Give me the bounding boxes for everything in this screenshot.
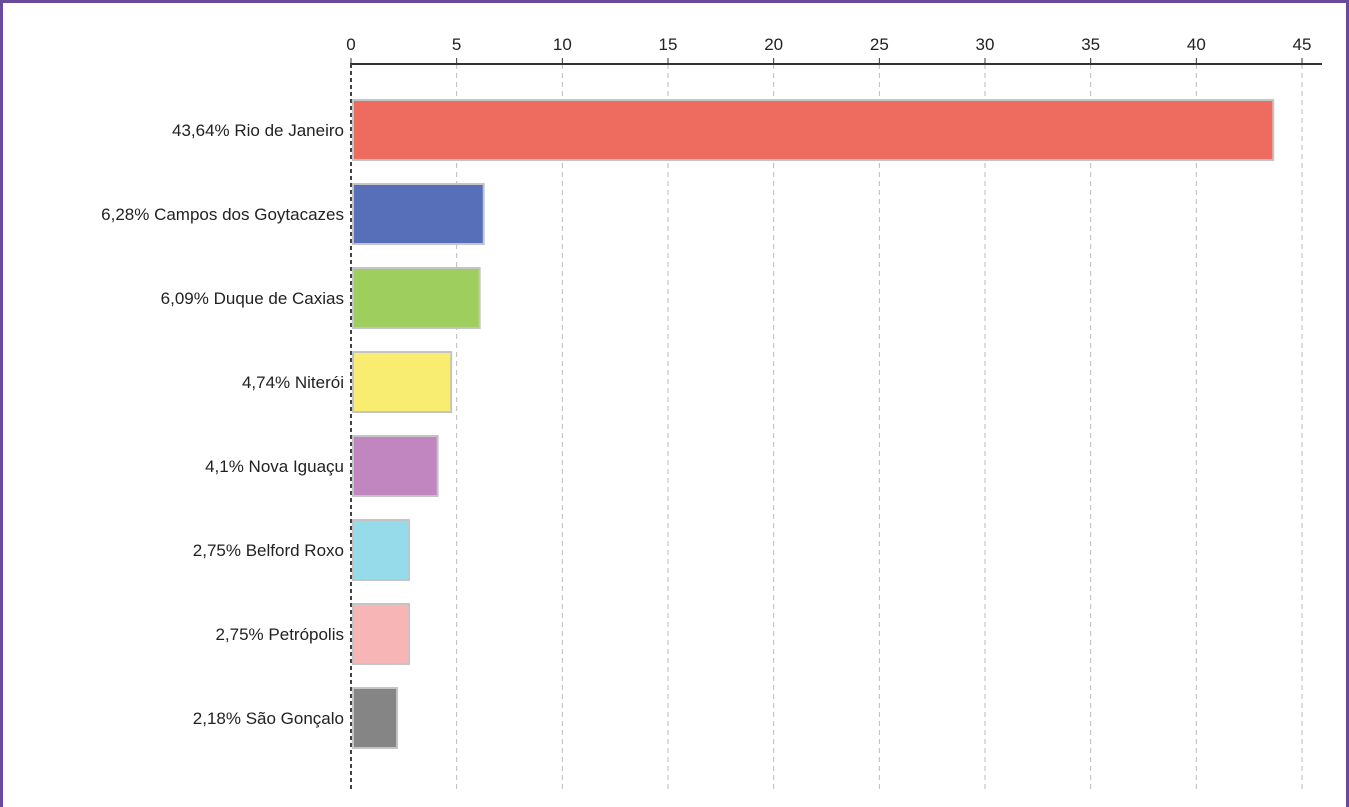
category-labels: 43,64% Rio de Janeiro 6,28% Campos dos Go… [101,121,344,728]
x-tick-label: 30 [976,35,995,54]
category-label: 4,1% Nova Iguaçu [205,457,344,476]
bar [352,687,399,749]
bar [352,351,453,413]
grid-lines [456,64,1303,790]
x-tick-label: 15 [659,35,678,54]
x-tick-label: 35 [1081,35,1100,54]
x-tick-label: 10 [553,35,572,54]
bar [352,267,481,329]
bar [352,99,1275,161]
category-label: 2,75% Belford Roxo [193,541,344,560]
category-label: 6,09% Duque de Caxias [161,289,344,308]
x-tick-label: 25 [870,35,889,54]
bars [352,99,1275,749]
bar [352,519,411,581]
bar [352,435,439,497]
x-tick-label: 45 [1293,35,1312,54]
category-label: 43,64% Rio de Janeiro [172,121,344,140]
category-label: 2,75% Petrópolis [215,625,344,644]
x-tick-label: 0 [346,35,355,54]
bar [352,183,485,245]
bar [352,603,411,665]
x-tick-label: 20 [764,35,783,54]
x-tick-label: 40 [1187,35,1206,54]
category-label: 2,18% São Gonçalo [193,709,344,728]
category-label: 6,28% Campos dos Goytacazes [101,205,344,224]
x-axis-ticks: 0 5 10 15 20 25 30 35 40 45 [346,35,1311,64]
category-label: 4,74% Niterói [242,373,344,392]
x-tick-label: 5 [452,35,461,54]
